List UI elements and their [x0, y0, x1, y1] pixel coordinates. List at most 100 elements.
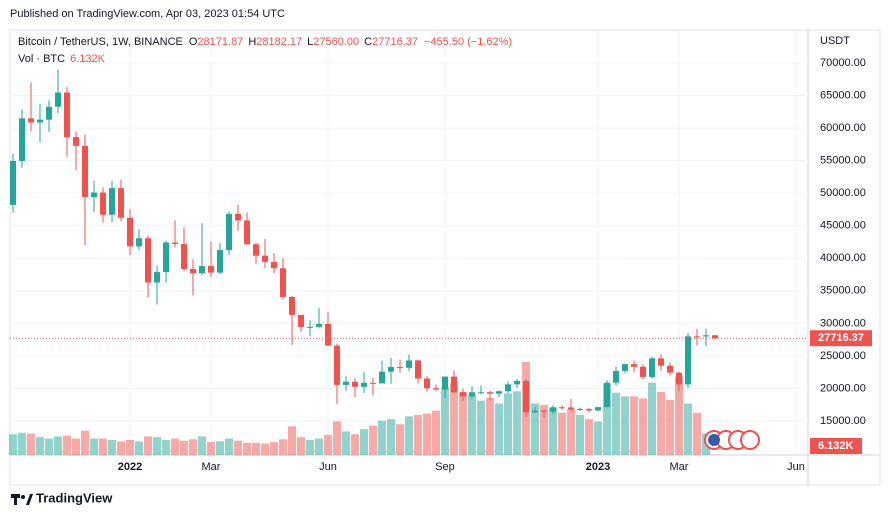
volume-bar	[342, 431, 350, 455]
volume-bar	[36, 437, 44, 455]
candle-body	[163, 242, 169, 273]
candle-body	[424, 378, 430, 389]
candle-body	[568, 407, 574, 410]
event-icons	[704, 430, 760, 450]
volume-bar	[378, 420, 386, 455]
x-tick-label: Sep	[435, 461, 455, 473]
volume-value: 6.132K	[70, 53, 106, 65]
candle-body	[73, 137, 79, 146]
candle-body	[181, 243, 187, 270]
candle-body	[685, 336, 691, 385]
volume-bar	[513, 391, 521, 455]
candle-body	[532, 410, 538, 413]
candle-body	[325, 324, 331, 346]
volume-bar	[117, 441, 125, 455]
legend-label: C	[364, 36, 372, 48]
volume-bar	[396, 424, 404, 455]
candle-body	[289, 296, 295, 315]
y-tick-label: 55000.00	[820, 155, 866, 167]
y-tick-label: 45000.00	[820, 220, 866, 232]
candle-body	[703, 335, 709, 337]
candle-body	[415, 360, 421, 379]
candle-body	[100, 192, 106, 215]
volume-name: Vol · BTC	[18, 53, 65, 65]
candle-body	[658, 358, 664, 366]
candle-body	[145, 238, 151, 283]
price-tag	[810, 330, 872, 347]
volume-tag-label: 6.132K	[818, 440, 854, 452]
volume-bar	[594, 421, 602, 455]
volume-bar	[99, 438, 107, 455]
volume-bar	[27, 433, 35, 455]
candle-body	[343, 381, 349, 385]
candle-body	[55, 92, 61, 107]
volume-bar	[666, 399, 674, 455]
candle-body	[190, 269, 196, 274]
volume-bar	[261, 443, 269, 455]
candle-body	[307, 326, 313, 328]
volume-bar	[351, 434, 359, 455]
candle-body	[595, 407, 601, 411]
candle-body	[451, 376, 457, 393]
volume-bar	[459, 392, 467, 455]
price-tag-label: 27716.37	[818, 332, 864, 344]
candle-body	[280, 268, 286, 297]
volume-bar	[360, 429, 368, 455]
volume-bar	[495, 403, 503, 455]
candle-body	[586, 409, 592, 411]
candle-body	[469, 392, 475, 397]
candle-body	[496, 391, 502, 394]
legend-value: 27560.00	[313, 36, 359, 48]
currency: USDT	[820, 35, 850, 47]
volume-bar	[153, 437, 161, 455]
legend-label: L	[307, 36, 313, 48]
volume-bar	[306, 439, 314, 455]
candle-body	[361, 382, 367, 387]
volume-legend: Vol · BTC 6.132K	[18, 53, 106, 65]
candle-body	[406, 360, 412, 368]
volume-bar	[207, 442, 215, 455]
candle-body	[487, 392, 493, 394]
y-tick-label: 20000.00	[820, 382, 866, 394]
volume-bar	[621, 396, 629, 455]
candle-body	[514, 380, 520, 385]
legend-label: O	[189, 36, 198, 48]
candle-body	[235, 213, 241, 221]
candle-body	[28, 118, 34, 123]
x-tick-label: Jun	[319, 461, 337, 473]
volume-bar	[108, 439, 116, 455]
legend-change: −455.50 (−1.62%)	[424, 36, 512, 48]
candle-body	[37, 119, 43, 123]
candle-body	[379, 371, 385, 384]
volume-bar	[144, 436, 152, 455]
candle-body	[271, 261, 277, 269]
volume-bar	[225, 438, 233, 455]
volume-bar	[198, 436, 206, 455]
candle-body	[649, 358, 655, 377]
candle-body	[388, 366, 394, 372]
volume-bar	[45, 438, 53, 455]
candle-body	[694, 336, 700, 338]
candle-body	[523, 380, 529, 413]
volume-bar	[279, 439, 287, 455]
volume-bar	[531, 403, 539, 455]
legend-value: 28182.17	[256, 36, 302, 48]
candle-body	[541, 410, 547, 412]
candle-body	[505, 384, 511, 392]
volume-bar	[324, 434, 332, 455]
volume-bar	[9, 434, 17, 455]
volume-bar	[81, 430, 89, 455]
candle-body	[667, 365, 673, 373]
x-tick-label: Jun	[787, 461, 805, 473]
candle-body	[253, 244, 259, 256]
volume-bar	[648, 382, 656, 455]
candle-body	[577, 409, 583, 411]
volume-bar	[243, 442, 251, 455]
candle-body	[82, 145, 88, 198]
volume-bar	[216, 441, 224, 455]
volume-bar	[162, 439, 170, 455]
candle-body	[433, 388, 439, 390]
volume-bar	[63, 435, 71, 455]
candle-body	[109, 188, 115, 215]
y-tick-label: 15000.00	[820, 415, 866, 427]
